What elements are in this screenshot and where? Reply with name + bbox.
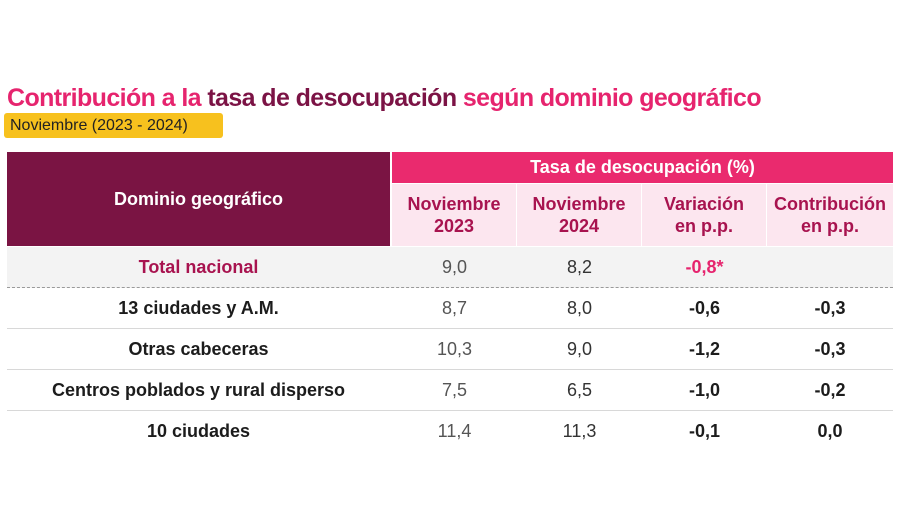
value-nov-2023: 7,5 [441, 379, 468, 400]
row-label: Otras cabeceras [128, 338, 269, 359]
value-nov-2024: 6,5 [566, 379, 593, 400]
header-label-line2: en p.p. [675, 216, 733, 236]
header-label-line2: 2024 [558, 216, 600, 236]
header-tasa-desocupacion: Tasa de desocupación (%) [392, 152, 893, 183]
period-badge: Noviembre (2023 - 2024) [4, 113, 223, 138]
value-nov-2024: 11,3 [562, 420, 597, 441]
value-variacion: -0,6 [688, 297, 721, 318]
header-label-line1: Noviembre [407, 194, 501, 214]
header-label-line1: Variación [663, 194, 745, 214]
header-variacion: Variación en p.p. [642, 184, 766, 246]
value-contribucion [767, 247, 893, 287]
value-contribucion: -0,2 [814, 379, 846, 400]
header-label-line2: en p.p. [801, 216, 859, 236]
table-row: 13 ciudades y A.M. 8,7 8,0 -0,6 -0,3 [7, 288, 893, 329]
header-label-line1: Contribución [774, 194, 886, 214]
value-nov-2023: 9,0 [441, 256, 468, 277]
row-label: Total nacional [138, 256, 259, 277]
table-row: 10 ciudades 11,4 11,3 -0,1 0,0 [7, 411, 893, 452]
value-contribucion: 0,0 [817, 420, 843, 441]
value-nov-2024: 8,0 [566, 297, 593, 318]
chart-title: Contribución a la tasa de desocupación s… [7, 84, 762, 113]
row-label: 10 ciudades [146, 420, 251, 441]
value-variacion: -1,0 [688, 379, 721, 400]
value-nov-2024: 8,2 [566, 256, 593, 277]
table-row: Centros poblados y rural disperso 7,5 6,… [7, 370, 893, 411]
header-label-line1: Noviembre [532, 194, 626, 214]
header-noviembre-2024: Noviembre 2024 [517, 184, 641, 246]
header-noviembre-2023: Noviembre 2023 [392, 184, 516, 246]
title-part-3: según dominio geográfico [456, 84, 762, 112]
header-contribucion: Contribución en p.p. [767, 184, 893, 246]
value-nov-2023: 11,4 [437, 420, 472, 441]
value-variacion: -0,8* [685, 256, 724, 277]
header-dominio-geografico: Dominio geográfico [7, 152, 390, 246]
table-row: Otras cabeceras 10,3 9,0 -1,2 -0,3 [7, 329, 893, 370]
value-variacion: -0,1 [688, 420, 721, 441]
value-nov-2023: 8,7 [441, 297, 468, 318]
row-label: Centros poblados y rural disperso [51, 379, 346, 400]
header-label-line2: 2023 [433, 216, 475, 236]
value-nov-2023: 10,3 [436, 338, 473, 359]
row-label: 13 ciudades y A.M. [118, 297, 279, 318]
value-contribucion: -0,3 [814, 297, 846, 318]
title-part-2: tasa de desocupación [207, 84, 457, 112]
value-contribucion: -0,3 [814, 338, 846, 359]
value-nov-2024: 9,0 [566, 338, 593, 359]
table-row-total-nacional: Total nacional 9,0 8,2 -0,8* [7, 247, 893, 288]
title-part-1: Contribución a la [7, 84, 208, 112]
value-variacion: -1,2 [688, 338, 721, 359]
